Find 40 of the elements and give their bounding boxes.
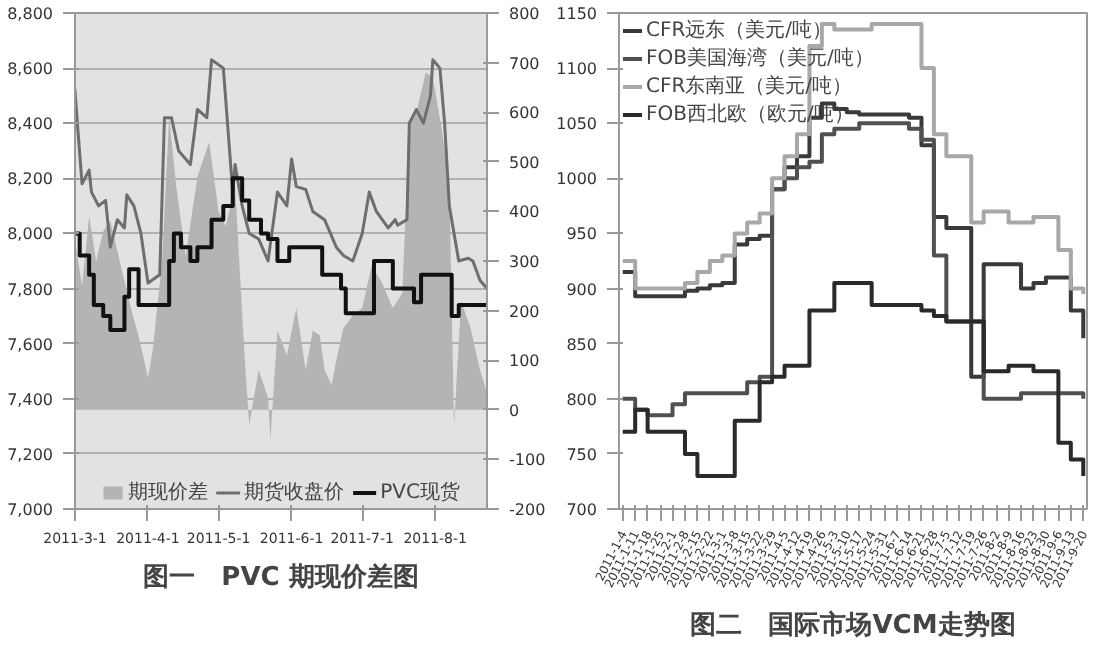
y-tick-label: 1150 [556,5,597,23]
y-tick-label: 8,800 [7,5,54,23]
y2-tick-label: 400 [509,203,540,222]
y-tick-label: 800 [566,390,598,409]
y-tick-label: 8,200 [7,170,54,189]
y2-tick-label: 800 [509,5,540,23]
y2-tick-label: -100 [509,451,546,470]
y-tick-label: 8,600 [7,60,54,79]
y-tick-label: 1050 [556,115,597,134]
y2-tick-label: 500 [509,153,540,172]
legend-label: CFR远东（美元/吨） [646,17,833,44]
y-tick-label: 1100 [556,60,597,79]
y-tick-label: 8,000 [7,225,54,244]
y-tick-label: 750 [566,445,598,464]
y2-tick-label: -200 [509,501,546,519]
legend-label: FOB美国海湾（美元/吨） [646,45,874,72]
y-tick-label: 700 [566,501,598,519]
legend-label: 期货收盘价 [244,479,345,506]
line-series [75,58,487,291]
y-tick-label: 7,000 [7,501,54,519]
y2-tick-label: 100 [509,352,540,371]
text: 图一 PVC 期现价差图 [143,563,419,593]
y-tick-label: 8,400 [7,115,54,134]
text: 图二 国际市场VCM走势图 [690,609,1016,641]
legend-label: 期现价差 [128,479,209,506]
y2-tick-label: 200 [509,302,540,321]
y-tick-label: 900 [566,280,598,299]
legend-label: CFR东南亚（美元/吨） [646,73,853,100]
y2-tick-label: 300 [509,253,540,271]
y2-tick-label: 700 [509,54,540,73]
y2-tick-label: 600 [509,104,540,123]
y-tick-label: 7,200 [7,445,54,464]
y-tick-label: 7,800 [7,280,54,299]
y-tick-label: 950 [566,225,598,244]
y-tick-label: 7,600 [7,335,54,354]
legend-label: PVC现货 [380,480,460,506]
y-tick-label: 7,400 [7,390,54,409]
y-tick-label: 1000 [556,170,597,189]
y-tick-label: 850 [566,335,598,354]
y2-tick-label: 0 [509,401,520,420]
